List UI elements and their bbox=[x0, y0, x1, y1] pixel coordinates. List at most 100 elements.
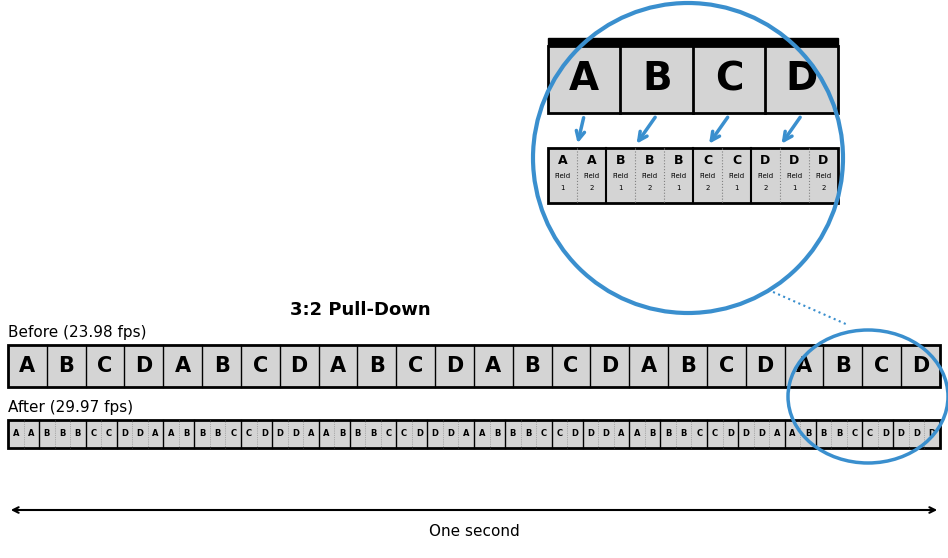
Text: D: D bbox=[416, 430, 423, 439]
Text: A: A bbox=[12, 430, 19, 439]
Text: A: A bbox=[323, 430, 330, 439]
Text: One second: One second bbox=[428, 524, 520, 539]
Text: C: C bbox=[90, 430, 97, 439]
Text: D: D bbox=[727, 430, 734, 439]
Text: D: D bbox=[790, 153, 799, 166]
Text: A: A bbox=[19, 356, 35, 376]
Text: B: B bbox=[616, 153, 626, 166]
Text: D: D bbox=[818, 153, 829, 166]
Text: C: C bbox=[702, 153, 712, 166]
Bar bbox=[8, 420, 940, 448]
Text: Field: Field bbox=[815, 173, 831, 179]
Text: D: D bbox=[587, 430, 594, 439]
Text: A: A bbox=[789, 430, 795, 439]
Text: C: C bbox=[230, 430, 236, 439]
Text: A: A bbox=[774, 430, 780, 439]
Text: Field: Field bbox=[670, 173, 686, 179]
Text: B: B bbox=[836, 430, 842, 439]
Text: 2: 2 bbox=[647, 185, 651, 191]
Text: D: D bbox=[136, 356, 153, 376]
Text: D: D bbox=[431, 430, 439, 439]
Text: D: D bbox=[292, 430, 299, 439]
Text: D: D bbox=[572, 430, 578, 439]
Text: A: A bbox=[485, 356, 501, 376]
Text: B: B bbox=[642, 60, 671, 99]
Text: B: B bbox=[820, 430, 827, 439]
Bar bbox=[8, 345, 940, 387]
Text: A: A bbox=[168, 430, 174, 439]
Text: B: B bbox=[59, 430, 65, 439]
Text: D: D bbox=[601, 356, 618, 376]
Text: 1: 1 bbox=[676, 185, 681, 191]
Text: A: A bbox=[569, 60, 599, 99]
Text: C: C bbox=[401, 430, 407, 439]
Text: 2: 2 bbox=[590, 185, 593, 191]
Text: 1: 1 bbox=[735, 185, 738, 191]
Text: D: D bbox=[261, 430, 267, 439]
Text: C: C bbox=[556, 430, 562, 439]
Text: D: D bbox=[137, 430, 143, 439]
Text: D: D bbox=[929, 430, 936, 439]
Text: Field: Field bbox=[700, 173, 716, 179]
Text: B: B bbox=[645, 153, 654, 166]
Text: B: B bbox=[44, 430, 50, 439]
Text: D: D bbox=[883, 430, 889, 439]
Text: 2: 2 bbox=[763, 185, 768, 191]
Text: A: A bbox=[308, 430, 314, 439]
Text: 2: 2 bbox=[705, 185, 710, 191]
Text: 1: 1 bbox=[618, 185, 623, 191]
Text: D: D bbox=[757, 430, 765, 439]
Bar bbox=[548, 148, 838, 203]
Text: B: B bbox=[674, 153, 684, 166]
Text: A: A bbox=[641, 356, 657, 376]
Text: B: B bbox=[355, 430, 360, 439]
Text: A: A bbox=[587, 153, 596, 166]
Text: D: D bbox=[446, 356, 464, 376]
Text: D: D bbox=[786, 60, 818, 99]
Text: B: B bbox=[199, 430, 206, 439]
Text: 2: 2 bbox=[821, 185, 826, 191]
Text: Before (23.98 fps): Before (23.98 fps) bbox=[8, 325, 147, 340]
Text: A: A bbox=[557, 153, 567, 166]
Text: A: A bbox=[618, 430, 625, 439]
Text: C: C bbox=[874, 356, 889, 376]
Text: B: B bbox=[75, 430, 82, 439]
Text: D: D bbox=[742, 430, 749, 439]
Text: D: D bbox=[291, 356, 308, 376]
Text: A: A bbox=[463, 430, 469, 439]
Text: B: B bbox=[649, 430, 656, 439]
Text: A: A bbox=[330, 356, 346, 376]
Text: 3:2 Pull-Down: 3:2 Pull-Down bbox=[290, 301, 430, 319]
Text: Field: Field bbox=[612, 173, 629, 179]
Text: C: C bbox=[851, 430, 858, 439]
Text: A: A bbox=[634, 430, 640, 439]
Text: Field: Field bbox=[642, 173, 658, 179]
Text: B: B bbox=[680, 356, 696, 376]
Text: D: D bbox=[912, 356, 929, 376]
Text: B: B bbox=[214, 430, 221, 439]
Text: C: C bbox=[563, 356, 578, 376]
Text: D: D bbox=[760, 153, 771, 166]
Text: A: A bbox=[479, 430, 485, 439]
Text: B: B bbox=[835, 356, 851, 376]
Text: C: C bbox=[98, 356, 113, 376]
Text: C: C bbox=[253, 356, 268, 376]
Text: Field: Field bbox=[728, 173, 744, 179]
Text: B: B bbox=[59, 356, 74, 376]
Text: C: C bbox=[696, 430, 702, 439]
Text: After (29.97 fps): After (29.97 fps) bbox=[8, 400, 133, 415]
Text: D: D bbox=[447, 430, 454, 439]
Text: B: B bbox=[494, 430, 501, 439]
Text: B: B bbox=[338, 430, 345, 439]
Text: B: B bbox=[510, 430, 516, 439]
Bar bbox=[548, 46, 838, 113]
Text: B: B bbox=[184, 430, 190, 439]
Text: A: A bbox=[153, 430, 159, 439]
Text: B: B bbox=[369, 356, 385, 376]
Text: B: B bbox=[524, 356, 540, 376]
Text: C: C bbox=[867, 430, 873, 439]
Text: A: A bbox=[796, 356, 812, 376]
Text: D: D bbox=[898, 430, 904, 439]
Text: C: C bbox=[386, 430, 392, 439]
Text: C: C bbox=[712, 430, 718, 439]
